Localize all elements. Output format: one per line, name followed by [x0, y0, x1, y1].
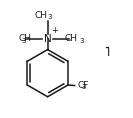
- Text: 3: 3: [80, 38, 84, 44]
- Text: I: I: [107, 48, 111, 58]
- Text: CH: CH: [64, 34, 77, 43]
- Text: CH: CH: [18, 34, 31, 43]
- Text: N: N: [44, 34, 51, 44]
- Text: 3: 3: [81, 84, 86, 90]
- Text: 3: 3: [47, 14, 52, 20]
- Text: 3: 3: [21, 38, 25, 44]
- Text: CF: CF: [78, 81, 89, 90]
- Text: +: +: [51, 26, 58, 35]
- Text: CH: CH: [34, 11, 47, 20]
